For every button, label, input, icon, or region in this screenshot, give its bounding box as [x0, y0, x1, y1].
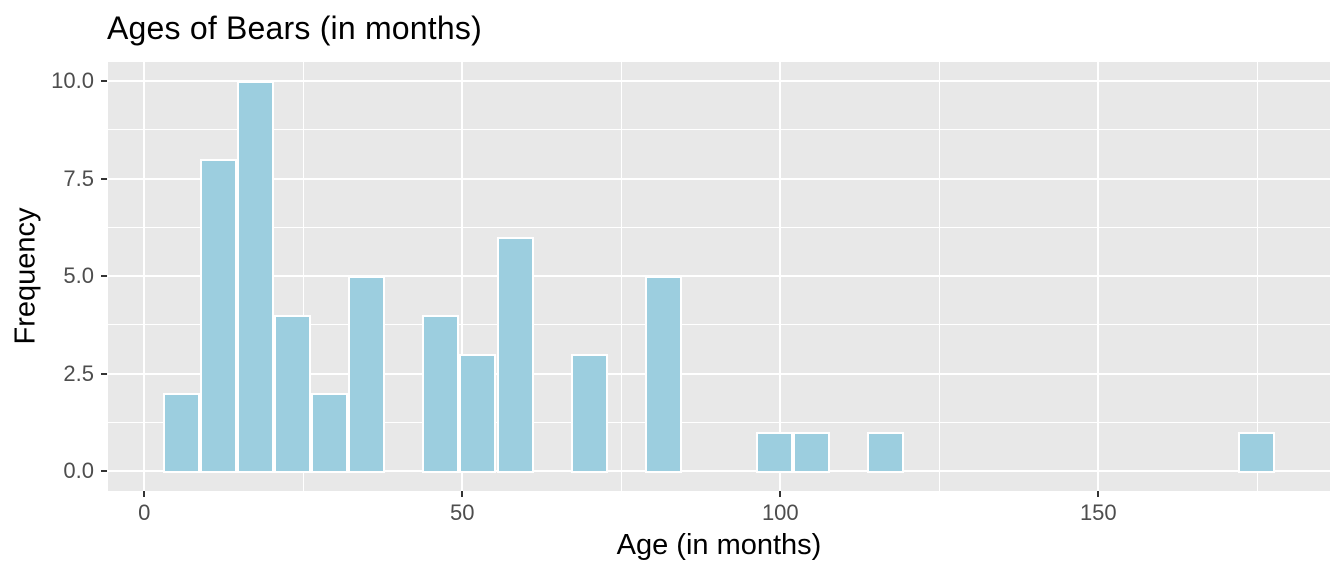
y-tick-mark — [101, 275, 107, 277]
y-tick-mark — [101, 80, 107, 82]
gridline-major-y — [108, 470, 1330, 472]
histogram-bar — [422, 315, 460, 473]
x-axis-title: Age (in months) — [616, 529, 822, 561]
gridline-major-y — [108, 80, 1330, 82]
gridline-major-x — [779, 62, 782, 491]
gridline-major-x — [461, 62, 464, 491]
histogram-bar — [237, 81, 275, 473]
x-tick-mark — [461, 491, 464, 497]
y-tick-mark — [101, 372, 107, 375]
histogram-bar — [793, 432, 831, 473]
y-tick-label: 5.0 — [63, 263, 94, 288]
y-tick-label: 7.5 — [63, 165, 94, 191]
histogram-bar — [199, 159, 237, 473]
gridline-minor-y — [108, 421, 1330, 423]
x-tick-mark — [143, 491, 146, 497]
y-tick-label: 10.0 — [51, 68, 94, 93]
histogram-bar — [644, 276, 682, 473]
gridline-minor-y — [108, 226, 1330, 228]
histogram-bar — [1238, 432, 1276, 473]
gridline-minor-y — [108, 324, 1330, 326]
gridline-major-x — [1097, 62, 1100, 491]
gridline-major-y — [108, 372, 1330, 375]
x-tick-mark — [779, 491, 782, 497]
x-tick-label: 100 — [761, 500, 799, 525]
histogram-bar — [496, 237, 534, 473]
histogram-bar — [348, 276, 386, 473]
chart-title: Ages of Bears (in months) — [107, 10, 482, 46]
x-tick-label: 0 — [138, 500, 151, 525]
gridline-major-x — [143, 62, 146, 491]
y-tick-label: 0.0 — [63, 458, 94, 483]
histogram-bar — [756, 432, 794, 473]
histogram-bar — [570, 354, 608, 473]
histogram-bar — [867, 432, 905, 473]
histogram-bar — [162, 393, 200, 473]
histogram-bar — [459, 354, 497, 473]
gridline-major-y — [108, 177, 1330, 180]
gridline-minor-y — [108, 129, 1330, 131]
y-tick-label: 2.5 — [63, 360, 94, 386]
x-tick-label: 50 — [450, 500, 475, 525]
plot-panel — [108, 62, 1330, 491]
x-tick-mark — [1097, 491, 1100, 497]
y-tick-mark — [101, 470, 107, 472]
x-tick-label: 150 — [1079, 500, 1117, 525]
histogram-bar — [311, 393, 349, 473]
gridline-major-y — [108, 275, 1330, 277]
y-tick-mark — [101, 177, 107, 180]
histogram-bar — [274, 315, 312, 473]
